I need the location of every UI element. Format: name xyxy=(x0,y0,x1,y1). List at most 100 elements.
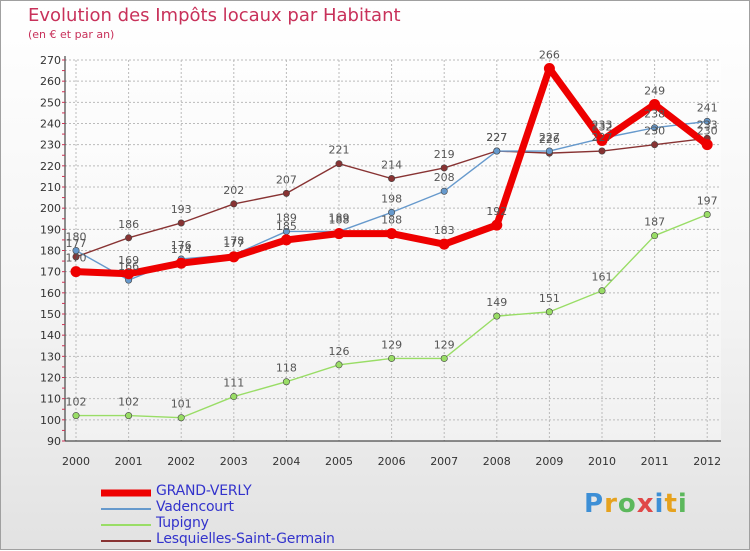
data-label: 249 xyxy=(644,84,665,97)
x-tick-label: 2011 xyxy=(641,455,669,468)
data-label: 219 xyxy=(434,148,455,161)
data-label: 118 xyxy=(276,362,297,375)
data-label: 230 xyxy=(697,125,718,138)
x-tick-label: 2006 xyxy=(378,455,406,468)
data-label: 102 xyxy=(118,396,139,409)
data-point xyxy=(123,268,135,280)
y-tick-label: 250 xyxy=(40,96,61,109)
data-label: 151 xyxy=(539,292,560,305)
data-label: 129 xyxy=(381,338,402,351)
legend-label: GRAND-VERLY xyxy=(156,483,252,499)
y-tick-label: 200 xyxy=(40,202,61,215)
data-label: 166 xyxy=(118,260,139,273)
data-label: 186 xyxy=(118,218,139,231)
data-point xyxy=(70,266,82,278)
data-label: 183 xyxy=(434,224,455,237)
data-label: 241 xyxy=(697,101,718,114)
x-tick-label: 2000 xyxy=(62,455,90,468)
data-point xyxy=(125,234,133,242)
data-label: 214 xyxy=(381,159,402,172)
data-label: 226 xyxy=(539,133,560,146)
data-label: 227 xyxy=(486,131,507,144)
data-point xyxy=(72,412,80,420)
data-point xyxy=(543,62,555,74)
data-label: 178 xyxy=(223,235,244,248)
data-point xyxy=(491,219,503,231)
data-label: 193 xyxy=(171,203,192,216)
y-tick-label: 260 xyxy=(40,75,61,88)
data-point xyxy=(440,187,448,195)
y-tick-label: 100 xyxy=(40,414,61,427)
logo-letter: r xyxy=(604,489,618,519)
data-point xyxy=(335,160,343,168)
data-point xyxy=(651,232,659,240)
data-point xyxy=(230,200,238,208)
data-label: 230 xyxy=(644,125,665,138)
data-label: 170 xyxy=(66,252,87,265)
x-tick-label: 2005 xyxy=(325,455,353,468)
y-tick-label: 120 xyxy=(40,372,61,385)
x-tick-label: 2003 xyxy=(220,455,248,468)
data-point xyxy=(703,117,711,125)
y-tick-label: 130 xyxy=(40,350,61,363)
data-point xyxy=(282,378,290,386)
data-label: 101 xyxy=(171,398,192,411)
legend-label: Vadencourt xyxy=(156,499,234,515)
data-point xyxy=(388,175,396,183)
x-tick-label: 2010 xyxy=(588,455,616,468)
data-point xyxy=(440,164,448,172)
logo-letter: o xyxy=(617,489,637,519)
data-point xyxy=(333,228,345,240)
data-label: 180 xyxy=(66,231,87,244)
y-tick-label: 210 xyxy=(40,181,61,194)
data-point xyxy=(177,414,185,422)
data-label: 232 xyxy=(592,120,613,133)
data-label: 202 xyxy=(223,184,244,197)
data-point xyxy=(280,234,292,246)
data-point xyxy=(72,247,80,255)
x-tick-label: 2009 xyxy=(535,455,563,468)
data-point xyxy=(388,354,396,362)
data-label: 192 xyxy=(486,205,507,218)
y-tick-label: 190 xyxy=(40,223,61,236)
data-label: 266 xyxy=(539,48,560,61)
proxiti-logo: Proxiti xyxy=(584,489,688,519)
data-point xyxy=(175,257,187,269)
data-point xyxy=(440,354,448,362)
logo-letter: t xyxy=(664,489,678,519)
data-label: 111 xyxy=(223,377,244,390)
y-tick-label: 230 xyxy=(40,139,61,152)
legend-swatch xyxy=(101,508,151,510)
data-label: 227 xyxy=(592,131,613,144)
data-point xyxy=(125,412,133,420)
y-tick-label: 220 xyxy=(40,160,61,173)
x-tick-label: 2007 xyxy=(430,455,458,468)
data-label: 126 xyxy=(329,345,350,358)
data-label: 189 xyxy=(329,211,350,224)
data-point xyxy=(282,189,290,197)
data-point xyxy=(545,147,553,155)
data-label: 227 xyxy=(539,131,560,144)
data-label: 221 xyxy=(329,144,350,157)
data-label: 185 xyxy=(276,220,297,233)
data-label: 102 xyxy=(66,396,87,409)
data-point xyxy=(598,287,606,295)
y-tick-label: 180 xyxy=(40,245,61,258)
x-tick-label: 2012 xyxy=(693,455,721,468)
data-point xyxy=(230,393,238,401)
legend-swatch xyxy=(101,489,151,497)
data-label: 207 xyxy=(276,173,297,186)
data-label: 129 xyxy=(434,338,455,351)
x-tick-label: 2008 xyxy=(483,455,511,468)
logo-letter: x xyxy=(636,489,655,519)
data-point xyxy=(335,361,343,369)
x-tick-label: 2001 xyxy=(115,455,143,468)
data-point xyxy=(649,98,661,110)
data-label: 197 xyxy=(697,195,718,208)
legend-label: Lesquielles-Saint-Germain xyxy=(156,531,335,547)
data-label: 169 xyxy=(118,254,139,267)
data-label: 198 xyxy=(381,192,402,205)
legend-label: Tupigny xyxy=(156,515,209,531)
